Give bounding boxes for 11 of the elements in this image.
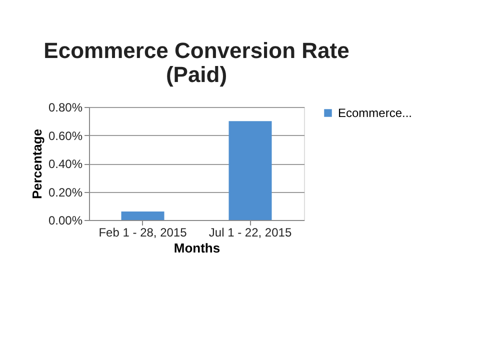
y-tick-label: 0.40% — [48, 157, 83, 171]
y-tick-label: 0.80% — [48, 100, 83, 114]
y-tick-label: 0.20% — [48, 185, 83, 200]
chart-title: Ecommerce Conversion Rate (Paid) — [44, 38, 350, 87]
y-axis-title: Percentage — [29, 128, 44, 200]
x-tick-label: Feb 1 - 28, 2015 — [98, 226, 188, 240]
y-tick-label: 0.00% — [48, 214, 83, 228]
legend-label: Ecommerce... — [338, 106, 412, 120]
x-axis-title: Months — [174, 240, 220, 256]
x-tick-label: Jul 1 - 22, 2015 — [208, 226, 292, 240]
y-tick-label: 0.60% — [48, 128, 83, 143]
